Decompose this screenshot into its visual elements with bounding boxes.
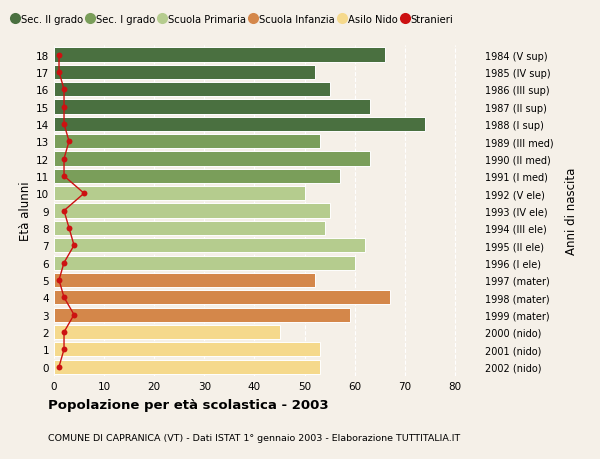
Point [59, 173, 69, 180]
Point [54, 52, 64, 59]
Point [59, 259, 69, 267]
Bar [54, 308, 350, 322]
Point [64, 138, 74, 146]
Point [59, 207, 69, 215]
Bar [54, 239, 365, 253]
Point [69, 311, 79, 319]
Bar [54, 325, 280, 339]
Point [59, 156, 69, 163]
Bar [54, 204, 329, 218]
Point [59, 346, 69, 353]
Bar [54, 66, 314, 80]
Point [54, 277, 64, 284]
Point [79, 190, 89, 197]
Point [69, 242, 79, 249]
Y-axis label: Età alunni: Età alunni [19, 181, 32, 241]
Bar [54, 100, 370, 114]
Point [59, 294, 69, 301]
Bar [54, 360, 320, 374]
Y-axis label: Anni di nascita: Anni di nascita [565, 168, 578, 255]
Point [54, 363, 64, 370]
Bar [54, 83, 329, 97]
Bar [54, 256, 355, 270]
Point [59, 86, 69, 94]
Bar [54, 187, 305, 201]
Bar [54, 291, 390, 305]
Bar [54, 118, 425, 132]
Bar [54, 221, 325, 235]
Point [64, 225, 74, 232]
Bar [54, 273, 314, 287]
Point [59, 104, 69, 111]
Point [59, 121, 69, 129]
Point [59, 329, 69, 336]
Bar [54, 342, 320, 357]
Text: COMUNE DI CAPRANICA (VT) - Dati ISTAT 1° gennaio 2003 - Elaborazione TUTTITALIA.: COMUNE DI CAPRANICA (VT) - Dati ISTAT 1°… [48, 432, 460, 442]
Bar [54, 48, 385, 62]
Point [54, 69, 64, 76]
Bar [54, 152, 370, 166]
Bar [54, 169, 340, 184]
Legend: Sec. II grado, Sec. I grado, Scuola Primaria, Scuola Infanzia, Asilo Nido, Stran: Sec. II grado, Sec. I grado, Scuola Prim… [8, 11, 457, 29]
Bar [54, 135, 320, 149]
Text: Popolazione per età scolastica - 2003: Popolazione per età scolastica - 2003 [48, 398, 329, 411]
